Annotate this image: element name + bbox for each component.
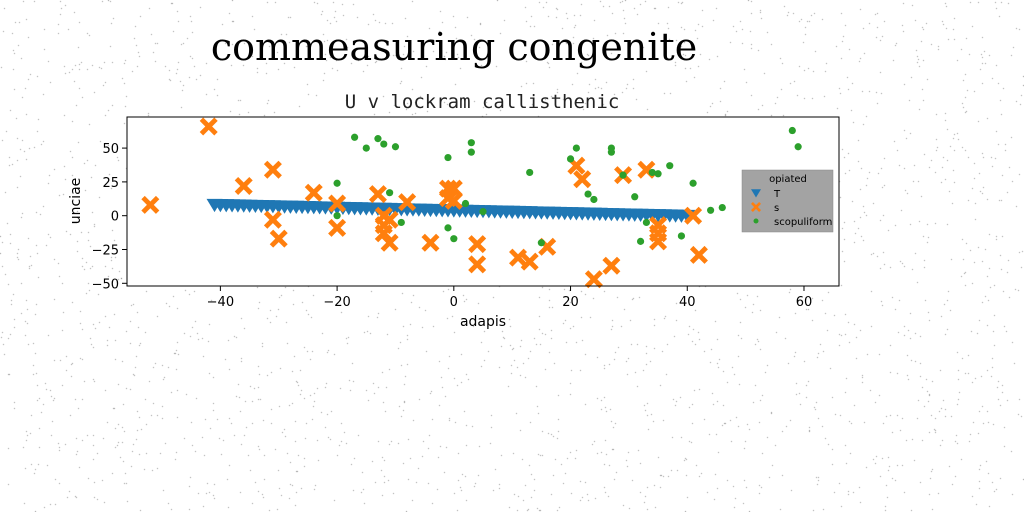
point-scopuliform bbox=[374, 135, 382, 143]
series-s bbox=[141, 117, 708, 289]
x-axis: −40 −20 0 20 40 60 bbox=[207, 286, 813, 310]
point-s bbox=[328, 218, 347, 237]
point-s bbox=[573, 170, 592, 189]
point-s bbox=[602, 256, 621, 275]
point-scopuliform bbox=[607, 148, 615, 156]
y-tick-label: 50 bbox=[102, 142, 119, 157]
x-tick-label: 60 bbox=[796, 295, 813, 310]
legend-label-s: s bbox=[774, 203, 779, 214]
point-scopuliform bbox=[444, 224, 452, 232]
point-s bbox=[649, 224, 668, 243]
legend-marker-scopuliform bbox=[753, 218, 759, 224]
point-s bbox=[689, 245, 708, 264]
point-scopuliform bbox=[707, 206, 715, 214]
point-scopuliform bbox=[386, 189, 394, 197]
point-s bbox=[263, 210, 282, 229]
point-scopuliform bbox=[444, 153, 452, 162]
point-s bbox=[380, 233, 399, 252]
point-scopuliform bbox=[351, 133, 359, 141]
y-tick-label: 25 bbox=[102, 176, 119, 191]
point-scopuliform bbox=[333, 212, 341, 220]
point-s bbox=[304, 183, 323, 202]
x-tick-label: −40 bbox=[207, 295, 234, 310]
y-tick-label: 0 bbox=[111, 210, 119, 225]
point-scopuliform bbox=[397, 218, 405, 227]
point-scopuliform bbox=[467, 148, 475, 156]
legend-marker-s bbox=[751, 202, 761, 212]
x-tick-label: 0 bbox=[450, 295, 458, 310]
point-s bbox=[468, 255, 487, 274]
point-scopuliform bbox=[333, 179, 341, 187]
point-s bbox=[584, 270, 603, 289]
point-scopuliform bbox=[718, 203, 726, 212]
chart-title: U v lockram callisthenic bbox=[345, 91, 620, 113]
legend: opiated T s scopuliform bbox=[741, 169, 834, 233]
point-s bbox=[199, 117, 218, 136]
series-scopuliform bbox=[333, 126, 802, 247]
point-scopuliform bbox=[677, 232, 686, 240]
point-scopuliform bbox=[654, 170, 662, 178]
point-scopuliform bbox=[537, 239, 545, 247]
point-scopuliform bbox=[450, 235, 458, 243]
x-tick-label: −20 bbox=[323, 295, 350, 310]
point-scopuliform bbox=[590, 195, 598, 204]
point-s bbox=[520, 252, 539, 271]
x-tick-label: 40 bbox=[679, 295, 696, 310]
point-scopuliform bbox=[642, 218, 651, 227]
point-s bbox=[444, 191, 463, 210]
point-s bbox=[684, 206, 703, 225]
point-scopuliform bbox=[666, 162, 674, 170]
point-s bbox=[263, 160, 282, 179]
point-s bbox=[421, 233, 440, 252]
legend-label-t: T bbox=[773, 189, 781, 200]
legend-title: opiated bbox=[769, 174, 807, 185]
point-scopuliform bbox=[526, 168, 534, 177]
point-scopuliform bbox=[788, 126, 796, 135]
point-scopuliform bbox=[689, 179, 697, 187]
point-scopuliform bbox=[479, 208, 487, 216]
data-marks bbox=[141, 117, 802, 289]
y-tick-label: −25 bbox=[92, 243, 119, 258]
point-scopuliform bbox=[584, 190, 592, 198]
x-tick-label: 20 bbox=[562, 295, 579, 310]
point-scopuliform bbox=[619, 171, 627, 179]
x-axis-label: adapis bbox=[460, 314, 506, 330]
point-scopuliform bbox=[380, 140, 388, 148]
legend-marker-t bbox=[751, 189, 761, 198]
point-s bbox=[398, 193, 417, 212]
point-s bbox=[509, 248, 528, 267]
y-axis: −50 −25 0 25 50 bbox=[92, 142, 127, 292]
figure-title: commeasuring congenite bbox=[211, 25, 697, 69]
point-s bbox=[269, 229, 288, 248]
point-s bbox=[468, 235, 487, 254]
point-scopuliform bbox=[391, 143, 400, 151]
point-scopuliform bbox=[566, 155, 575, 163]
legend-markers bbox=[751, 189, 761, 224]
point-s bbox=[141, 195, 160, 214]
point-s bbox=[328, 194, 347, 213]
point-s bbox=[374, 224, 393, 243]
point-scopuliform bbox=[362, 144, 370, 152]
point-scopuliform bbox=[648, 168, 656, 177]
point-scopuliform bbox=[631, 193, 639, 201]
point-scopuliform bbox=[467, 139, 475, 147]
point-s bbox=[234, 176, 253, 195]
y-tick-label: −50 bbox=[92, 277, 119, 292]
point-scopuliform bbox=[572, 144, 580, 152]
legend-label-scopuliform: scopuliform bbox=[774, 217, 832, 228]
point-scopuliform bbox=[794, 143, 802, 151]
point-s bbox=[368, 185, 387, 204]
y-axis-label: unciae bbox=[68, 178, 84, 225]
point-scopuliform bbox=[636, 237, 645, 245]
plot-frame bbox=[126, 116, 840, 287]
point-s bbox=[380, 210, 399, 229]
point-scopuliform bbox=[461, 199, 470, 208]
